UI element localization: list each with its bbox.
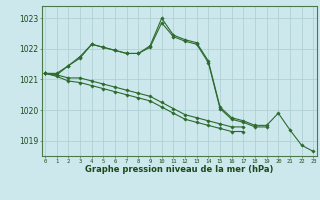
X-axis label: Graphe pression niveau de la mer (hPa): Graphe pression niveau de la mer (hPa)	[85, 165, 273, 174]
